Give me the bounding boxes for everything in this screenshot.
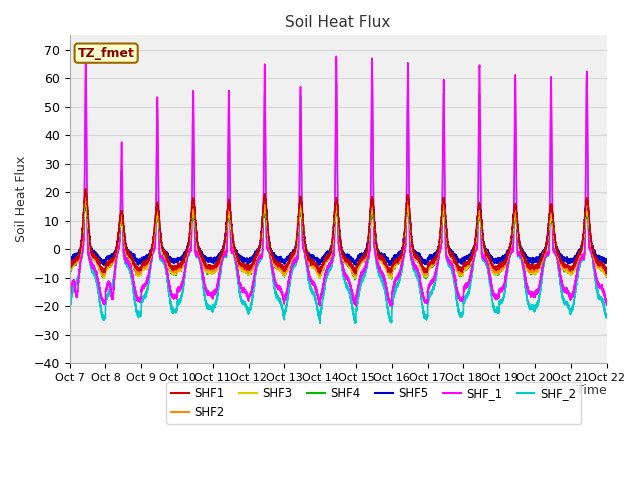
Text: TZ_fmet: TZ_fmet: [77, 47, 134, 60]
SHF2: [320, 261, 328, 267]
SHF3: [387, 276, 395, 282]
SHF4: [320, 263, 328, 268]
Line: SHF3: SHF3: [70, 201, 607, 279]
SHF3: [66, 269, 74, 275]
Line: SHF5: SHF5: [70, 192, 607, 265]
SHF5: [580, 224, 588, 229]
SHF5: [386, 263, 394, 268]
SHF1: [580, 223, 588, 228]
SHF_2: [573, 276, 581, 281]
SHF_1: [66, 291, 74, 297]
SHF5: [603, 260, 611, 265]
SHF1: [573, 255, 581, 261]
SHF2: [248, 265, 256, 271]
SHF2: [580, 226, 588, 232]
SHF_2: [583, 69, 591, 74]
Line: SHF4: SHF4: [70, 205, 607, 280]
X-axis label: Time: Time: [576, 384, 607, 397]
SHF_2: [320, 290, 328, 296]
SHF5: [66, 260, 74, 266]
SHF1: [320, 258, 328, 264]
SHF_1: [458, 297, 466, 302]
Title: Soil Heat Flux: Soil Heat Flux: [285, 15, 391, 30]
SHF_1: [573, 267, 581, 273]
SHF_1: [248, 286, 256, 292]
SHF5: [320, 255, 328, 261]
SHF4: [248, 265, 256, 271]
SHF5: [458, 257, 466, 263]
SHF4: [66, 268, 74, 274]
SHF5: [82, 189, 90, 194]
SHF3: [474, 222, 481, 228]
SHF4: [351, 277, 358, 283]
SHF3: [580, 229, 588, 235]
SHF_1: [320, 278, 328, 284]
SHF4: [603, 273, 611, 278]
SHF1: [82, 186, 90, 192]
Legend: SHF1, SHF2, SHF3, SHF4, SHF5, SHF_1, SHF_2: SHF1, SHF2, SHF3, SHF4, SHF5, SHF_1, SHF…: [166, 382, 581, 424]
SHF_1: [386, 303, 394, 309]
SHF_2: [316, 320, 324, 326]
SHF1: [458, 267, 466, 273]
SHF5: [474, 220, 481, 226]
SHF1: [248, 262, 256, 267]
SHF3: [248, 266, 256, 272]
SHF1: [66, 264, 74, 270]
Line: SHF2: SHF2: [70, 195, 607, 276]
SHF4: [81, 202, 89, 208]
Y-axis label: Soil Heat Flux: Soil Heat Flux: [15, 156, 28, 242]
Line: SHF1: SHF1: [70, 189, 607, 274]
Line: SHF_2: SHF_2: [70, 72, 607, 323]
SHF_1: [474, 240, 481, 246]
SHF2: [66, 267, 74, 273]
SHF2: [573, 257, 581, 263]
SHF_1: [603, 302, 611, 308]
SHF5: [248, 255, 256, 261]
SHF5: [573, 250, 581, 256]
SHF3: [82, 198, 90, 204]
SHF1: [603, 268, 611, 274]
SHF4: [573, 258, 581, 264]
SHF_2: [458, 310, 466, 316]
SHF_1: [580, 252, 588, 258]
SHF3: [320, 264, 328, 269]
SHF4: [580, 229, 588, 235]
SHF2: [458, 270, 466, 276]
SHF3: [573, 257, 581, 263]
Line: SHF_1: SHF_1: [70, 53, 607, 306]
SHF4: [458, 272, 466, 277]
SHF_1: [82, 50, 90, 56]
SHF2: [603, 271, 611, 276]
SHF2: [351, 273, 359, 278]
SHF2: [474, 218, 481, 224]
SHF_2: [248, 298, 256, 303]
SHF_2: [580, 254, 588, 260]
SHF1: [474, 213, 481, 219]
SHF_2: [603, 314, 611, 320]
SHF1: [352, 271, 360, 277]
SHF3: [603, 274, 611, 279]
SHF3: [458, 272, 466, 277]
SHF2: [82, 192, 90, 198]
SHF_2: [66, 307, 74, 312]
SHF4: [474, 224, 481, 229]
SHF_2: [474, 243, 481, 249]
